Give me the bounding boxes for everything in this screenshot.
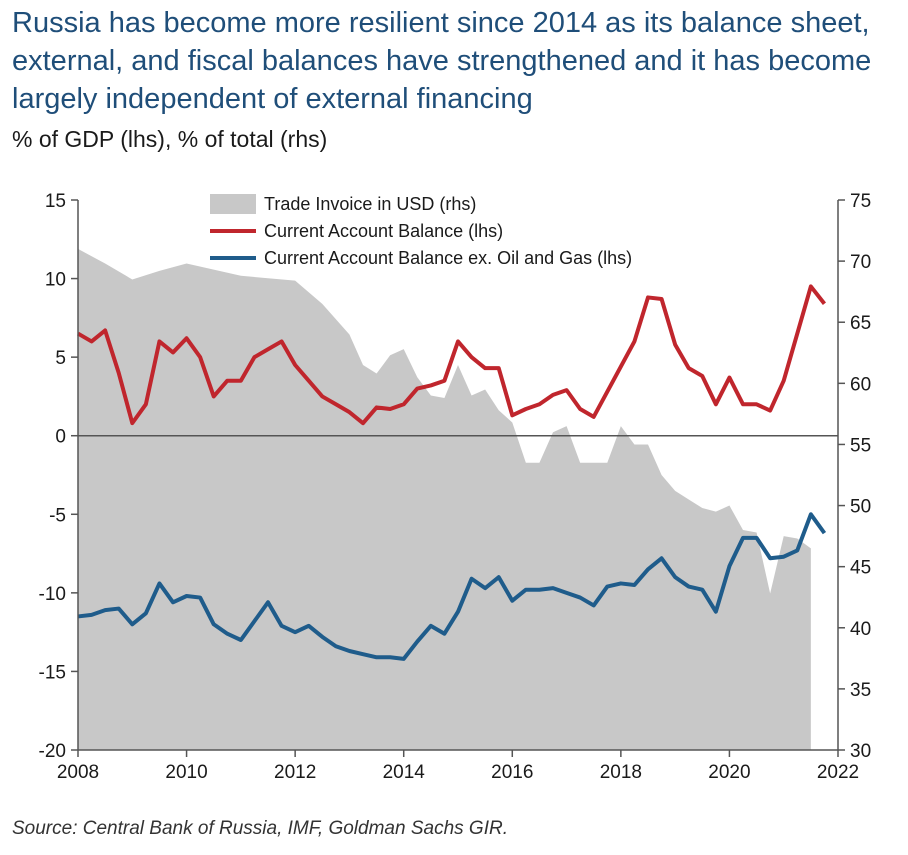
right-tick-label: 40 <box>850 619 871 640</box>
legend-label: Current Account Balance ex. Oil and Gas … <box>264 248 632 268</box>
left-tick-label: 10 <box>45 270 66 291</box>
right-tick-label: 70 <box>850 252 871 273</box>
chart-subtitle: % of GDP (lhs), % of total (rhs) <box>12 126 328 152</box>
x-tick-label: 2018 <box>600 762 642 783</box>
right-tick-label: 30 <box>850 741 871 762</box>
line-layer <box>76 284 827 661</box>
right-tick-label: 60 <box>850 374 871 395</box>
left-tick-label: -15 <box>39 662 66 683</box>
x-tick-label: 2020 <box>708 762 750 783</box>
series-trade-invoice-area <box>78 248 811 750</box>
right-tick-label: 50 <box>850 497 871 518</box>
right-tick-label: 55 <box>850 435 871 456</box>
series-current-account-ex-oil-gas-line <box>77 512 827 661</box>
left-tick-label: 5 <box>55 348 66 369</box>
source-note: Source: Central Bank of Russia, IMF, Gol… <box>12 818 508 839</box>
right-tick-label: 45 <box>850 558 871 579</box>
legend-label: Trade Invoice in USD (rhs) <box>264 194 476 214</box>
x-tick-label: 2016 <box>491 762 533 783</box>
right-tick-label: 65 <box>850 313 871 334</box>
x-tick-label: 2022 <box>817 762 859 783</box>
left-tick-label: -10 <box>39 584 66 605</box>
x-tick-label: 2010 <box>165 762 207 783</box>
x-tick-label: 2014 <box>383 762 426 783</box>
legend-swatch-area <box>210 194 256 214</box>
left-tick-label: 0 <box>55 427 66 448</box>
left-tick-label: 15 <box>45 191 66 212</box>
legend-label: Current Account Balance (lhs) <box>264 221 503 241</box>
right-tick-label: 35 <box>850 680 871 701</box>
x-tick-label: 2008 <box>57 762 99 783</box>
axis-layer: 151050-5-10-15-2075706560555045403530200… <box>39 191 872 783</box>
left-tick-label: -20 <box>39 741 66 762</box>
area-layer <box>78 248 811 750</box>
left-tick-label: -5 <box>49 505 66 526</box>
series-current-account-line <box>76 284 827 426</box>
right-tick-label: 75 <box>850 191 871 212</box>
chart-title: Russia has become more resilient since 2… <box>12 7 872 115</box>
x-tick-label: 2012 <box>274 762 316 783</box>
legend: Trade Invoice in USD (rhs) Current Accoun… <box>210 194 632 268</box>
